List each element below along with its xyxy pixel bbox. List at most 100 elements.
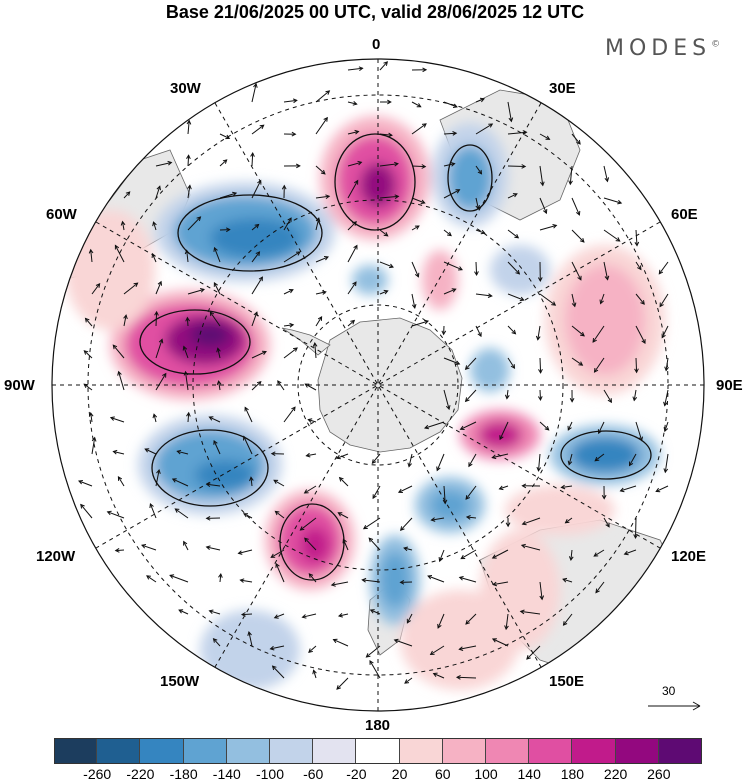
wind-arrow-head: [567, 460, 573, 466]
wind-arrow: [443, 229, 452, 236]
wind-arrow: [308, 573, 317, 583]
wind-arrow: [664, 453, 669, 473]
wind-arrow-head: [592, 338, 597, 343]
wind-arrow: [635, 229, 638, 246]
wind-arrow: [466, 516, 477, 519]
wind-arrow-head: [498, 485, 504, 491]
wind-arrow: [571, 133, 581, 145]
wind-arrow-head: [244, 406, 249, 412]
wind-arrow-head: [259, 124, 265, 130]
wind-arrow: [339, 477, 349, 487]
wind-arrow-head: [576, 139, 581, 145]
wind-arrow: [411, 123, 427, 135]
wind-arrow: [251, 381, 262, 391]
wind-arrow-head: [112, 449, 118, 455]
wind-arrow: [314, 342, 317, 359]
wind-arrow-head: [526, 655, 531, 660]
wind-arrow: [219, 192, 237, 199]
wind-arrow-head: [123, 314, 128, 320]
wind-arrow: [315, 217, 320, 231]
wind-arrow: [475, 98, 485, 103]
wind-arrow: [122, 221, 125, 231]
wind-arrow-head: [247, 630, 252, 636]
wind-arrow-head: [361, 577, 367, 583]
wind-arrow-head: [146, 575, 151, 580]
wind-arrow: [436, 453, 445, 471]
wind-arrow-head: [421, 164, 427, 169]
wind-arrow-head: [597, 429, 603, 435]
wind-arrow-head: [447, 231, 452, 237]
wind-arrow: [571, 229, 585, 243]
wind-arrow: [217, 348, 221, 359]
wind-arrow: [363, 517, 381, 530]
wind-arrow-head: [593, 367, 599, 373]
colorbar-segment: [486, 738, 530, 764]
wind-arrow: [272, 665, 285, 679]
wind-arrow: [244, 407, 253, 423]
wind-arrow-head: [604, 177, 610, 183]
wind-arrow: [114, 245, 125, 263]
wind-arrow: [465, 485, 477, 500]
wind-arrow-head: [640, 300, 645, 305]
wind-arrow: [80, 504, 93, 519]
wind-arrow-head: [95, 282, 101, 288]
wind-arrow: [379, 229, 389, 237]
wind-arrow: [219, 573, 222, 583]
wind-arrow-head: [133, 282, 139, 287]
wind-arrow-head: [83, 350, 89, 355]
wind-arrow-head: [350, 319, 356, 325]
wind-arrow: [347, 161, 362, 167]
wind-arrow: [565, 517, 573, 524]
wind-arrow: [600, 293, 605, 304]
wind-arrow-head: [515, 269, 521, 275]
wind-arrow-head: [239, 578, 245, 583]
modes-logo: MODES©: [605, 36, 720, 61]
wind-arrow-head: [208, 609, 214, 614]
wind-arrow-head: [575, 210, 581, 216]
wind-arrow-head: [427, 575, 433, 580]
wind-arrow: [146, 575, 157, 583]
wind-arrow-head: [505, 522, 511, 528]
colorbar-segment: [226, 738, 270, 764]
wind-arrow-head: [414, 225, 420, 230]
wind-arrow-head: [216, 347, 221, 353]
lon-label-120w: 120W: [36, 548, 76, 565]
wind-arrow: [493, 581, 509, 586]
wind-arrow-head: [156, 185, 161, 191]
colorbar-tick-label: -100: [255, 766, 285, 782]
wind-arrow-head: [441, 330, 447, 336]
wind-arrow-head: [312, 341, 318, 347]
wind-arrow: [113, 451, 125, 455]
wind-arrow-head: [325, 194, 331, 200]
wind-arrow-head: [460, 554, 466, 560]
colorbar-tick-label: 220: [603, 766, 628, 782]
wind-arrow-head: [464, 397, 470, 403]
wind-arrow-head: [171, 478, 177, 483]
wind-arrow: [91, 283, 101, 295]
wind-arrow-head: [593, 552, 599, 557]
wind-arrow-head: [196, 216, 202, 222]
wind-arrow-head: [254, 223, 260, 229]
colorbar-tick-label: -260: [83, 766, 112, 782]
wind-arrow: [594, 453, 605, 462]
wind-arrow-head: [354, 129, 360, 135]
wind-arrow: [522, 517, 541, 525]
wind-arrow-head: [342, 538, 347, 544]
wind-arrow: [187, 288, 205, 295]
wind-arrow: [175, 508, 189, 519]
wind-arrow: [243, 513, 253, 519]
wind-arrow-head: [199, 288, 205, 293]
wind-arrow: [315, 195, 330, 199]
wind-arrow: [251, 180, 262, 199]
colorbar-tick-label: 260: [647, 766, 671, 782]
wind-arrow-head: [580, 331, 585, 337]
wind-arrow-head: [465, 514, 471, 520]
wind-arrow-head: [571, 302, 577, 308]
wind-arrow-head: [423, 424, 429, 430]
lon-label-90w: 90W: [4, 377, 35, 394]
wind-arrow-head: [213, 439, 218, 445]
colorbar-segment: [270, 738, 314, 764]
wind-arrow: [155, 469, 160, 487]
wind-arrow: [209, 416, 221, 423]
wind-arrow: [443, 163, 455, 167]
